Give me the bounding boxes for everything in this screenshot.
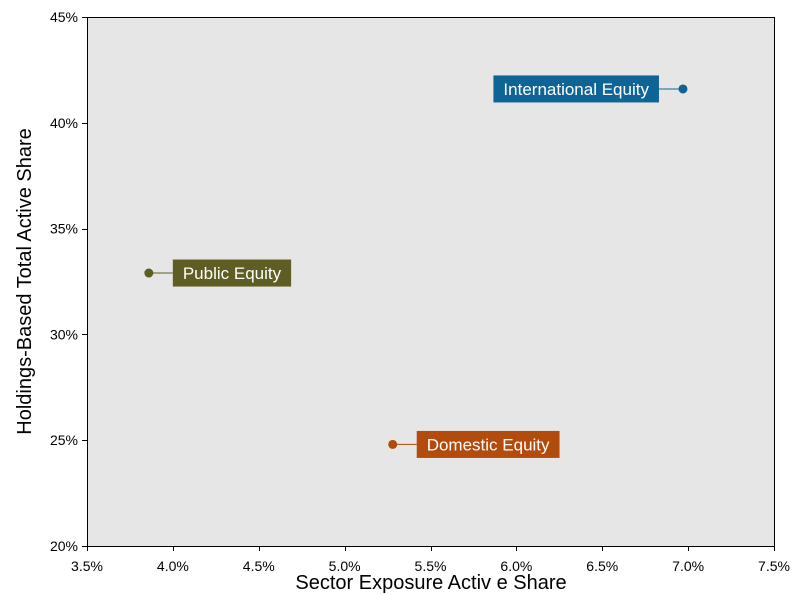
x-tick-label: 3.5% bbox=[71, 558, 103, 574]
x-tick-label: 6.5% bbox=[586, 558, 618, 574]
y-axis: 20% 25% 30% 35% 40% 45% bbox=[50, 9, 88, 554]
x-axis-title: Sector Exposure Activ e Share bbox=[295, 572, 566, 594]
scatter-point-domestic-equity bbox=[388, 439, 398, 449]
point-label-box-public-equity bbox=[172, 259, 292, 287]
x-axis: 3.5% 4.0% 4.5% 5.0% 5.5% 6.0% 6.5% 7.0% 7.5% bbox=[71, 546, 790, 574]
x-tick-label: 7.5% bbox=[758, 558, 790, 574]
y-axis-title: Holdings-Based Total Active Share bbox=[14, 128, 36, 434]
y-tick-label: 40% bbox=[50, 115, 78, 131]
point-label-box-international-equity bbox=[493, 75, 659, 103]
data-point-public-equity: Public Equity bbox=[144, 259, 292, 287]
x-tick-label: 4.5% bbox=[243, 558, 275, 574]
data-points: International Equity Public Equity Domesti… bbox=[144, 75, 688, 458]
point-label-international-equity: International Equity bbox=[503, 80, 649, 99]
y-tick-label: 35% bbox=[50, 221, 78, 237]
y-tick-label: 20% bbox=[50, 538, 78, 554]
x-tick-label: 4.0% bbox=[157, 558, 189, 574]
x-tick-label: 7.0% bbox=[672, 558, 704, 574]
point-label-public-equity: Public Equity bbox=[183, 264, 282, 283]
scatter-point-international-equity bbox=[678, 84, 688, 94]
y-tick-label: 25% bbox=[50, 432, 78, 448]
data-point-international-equity: International Equity bbox=[493, 75, 688, 103]
x-tick-label: 6.0% bbox=[500, 558, 532, 574]
x-tick-label: 5.0% bbox=[329, 558, 361, 574]
scatter-point-public-equity bbox=[144, 268, 154, 278]
point-label-domestic-equity: Domestic Equity bbox=[427, 435, 550, 454]
x-tick-label: 5.5% bbox=[415, 558, 447, 574]
point-label-box-domestic-equity bbox=[416, 430, 560, 458]
y-tick-label: 45% bbox=[50, 9, 78, 25]
data-point-domestic-equity: Domestic Equity bbox=[388, 430, 560, 458]
y-tick-label: 30% bbox=[50, 326, 78, 342]
